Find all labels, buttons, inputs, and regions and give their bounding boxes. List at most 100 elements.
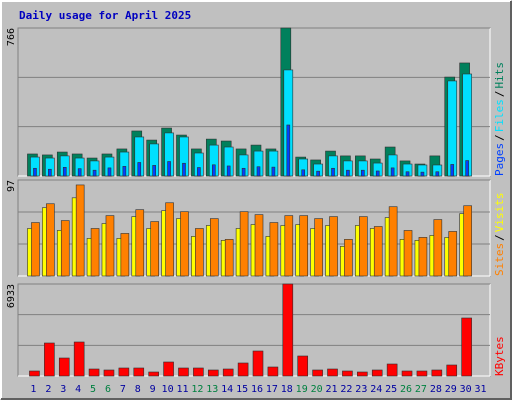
bar bbox=[254, 214, 264, 277]
bar bbox=[297, 355, 309, 377]
bar bbox=[197, 167, 201, 177]
bar bbox=[29, 370, 40, 377]
x-tick-label: 9 bbox=[150, 384, 156, 395]
bar bbox=[331, 167, 335, 177]
bar bbox=[152, 165, 156, 177]
bar bbox=[327, 368, 338, 377]
bar bbox=[118, 367, 130, 377]
bar bbox=[31, 222, 40, 277]
bar bbox=[375, 170, 380, 177]
legend-entry: Pages bbox=[493, 143, 506, 176]
bar bbox=[33, 167, 37, 177]
bar bbox=[312, 369, 323, 377]
legend-entry: Hits bbox=[493, 62, 506, 89]
bar bbox=[416, 370, 428, 377]
bar bbox=[58, 357, 70, 377]
bar bbox=[77, 168, 82, 177]
bar bbox=[150, 221, 159, 277]
x-tick-label: 13 bbox=[206, 384, 218, 395]
x-tick-label: 5 bbox=[90, 384, 96, 395]
bar bbox=[137, 162, 142, 177]
legend-separator: / bbox=[493, 234, 506, 241]
bar bbox=[267, 366, 279, 377]
x-tick-label: 30 bbox=[460, 384, 472, 395]
bar bbox=[284, 215, 294, 277]
y-tick-label: 766 bbox=[6, 28, 17, 46]
bar bbox=[90, 228, 100, 277]
legend-separator: / bbox=[493, 134, 506, 141]
bar bbox=[107, 167, 112, 177]
bar bbox=[299, 215, 309, 277]
bar bbox=[329, 216, 338, 277]
bar bbox=[342, 370, 353, 377]
legend-separator: / bbox=[493, 91, 506, 98]
bar bbox=[46, 203, 55, 277]
bar bbox=[371, 369, 383, 377]
x-tick-label: 10 bbox=[162, 384, 174, 395]
x-tick-label: 6 bbox=[105, 384, 111, 395]
x-tick-label: 11 bbox=[176, 384, 188, 395]
x-tick-label: 4 bbox=[75, 384, 81, 395]
x-tick-label: 17 bbox=[266, 384, 278, 395]
x-tick-label: 20 bbox=[311, 384, 323, 395]
bar bbox=[282, 283, 294, 377]
x-tick-label: 16 bbox=[251, 384, 263, 395]
legend-entry: Files bbox=[493, 99, 506, 132]
bar bbox=[450, 164, 455, 177]
bar bbox=[361, 169, 365, 177]
bar bbox=[73, 341, 85, 377]
x-tick-label: 21 bbox=[325, 384, 337, 395]
x-tick-label: 2 bbox=[45, 384, 51, 395]
bar bbox=[420, 171, 425, 177]
x-tick-label: 27 bbox=[415, 384, 427, 395]
bar bbox=[346, 169, 350, 177]
x-tick-label: 25 bbox=[385, 384, 397, 395]
x-tick-label: 1 bbox=[30, 384, 36, 395]
bar bbox=[271, 166, 276, 177]
legend: Pages/Files/Hits bbox=[493, 62, 506, 176]
bar bbox=[252, 350, 264, 377]
bar bbox=[241, 167, 246, 177]
bar bbox=[120, 233, 130, 277]
bar bbox=[222, 368, 234, 377]
bar bbox=[211, 164, 216, 177]
bar bbox=[390, 167, 395, 177]
bar bbox=[388, 206, 398, 277]
bar bbox=[163, 361, 174, 377]
bar bbox=[344, 239, 353, 277]
bar bbox=[463, 205, 472, 277]
legend: KBytes bbox=[493, 336, 506, 376]
bar bbox=[448, 231, 458, 277]
bar bbox=[447, 80, 458, 177]
bar bbox=[224, 239, 234, 277]
x-tick-label: 8 bbox=[135, 384, 141, 395]
bar bbox=[44, 342, 55, 377]
bar bbox=[269, 222, 279, 277]
bar bbox=[286, 124, 291, 177]
bar bbox=[431, 369, 443, 377]
bar bbox=[167, 161, 171, 177]
bar bbox=[433, 219, 443, 277]
bar bbox=[357, 371, 368, 377]
bar bbox=[195, 228, 204, 277]
bar bbox=[165, 202, 174, 277]
bar bbox=[60, 220, 70, 277]
bar bbox=[48, 168, 52, 177]
x-tick-label: 3 bbox=[60, 384, 66, 395]
bar bbox=[405, 171, 410, 177]
bar bbox=[148, 371, 159, 377]
x-tick-label: 12 bbox=[191, 384, 203, 395]
bar bbox=[435, 171, 440, 177]
bar bbox=[209, 218, 219, 277]
x-tick-label: 24 bbox=[370, 384, 382, 395]
bar bbox=[461, 317, 472, 377]
x-tick-label: 23 bbox=[355, 384, 367, 395]
bar bbox=[122, 166, 127, 177]
bar bbox=[92, 169, 97, 177]
bar bbox=[386, 363, 398, 377]
bar bbox=[316, 170, 320, 177]
bar bbox=[359, 216, 368, 277]
bar bbox=[207, 369, 219, 377]
